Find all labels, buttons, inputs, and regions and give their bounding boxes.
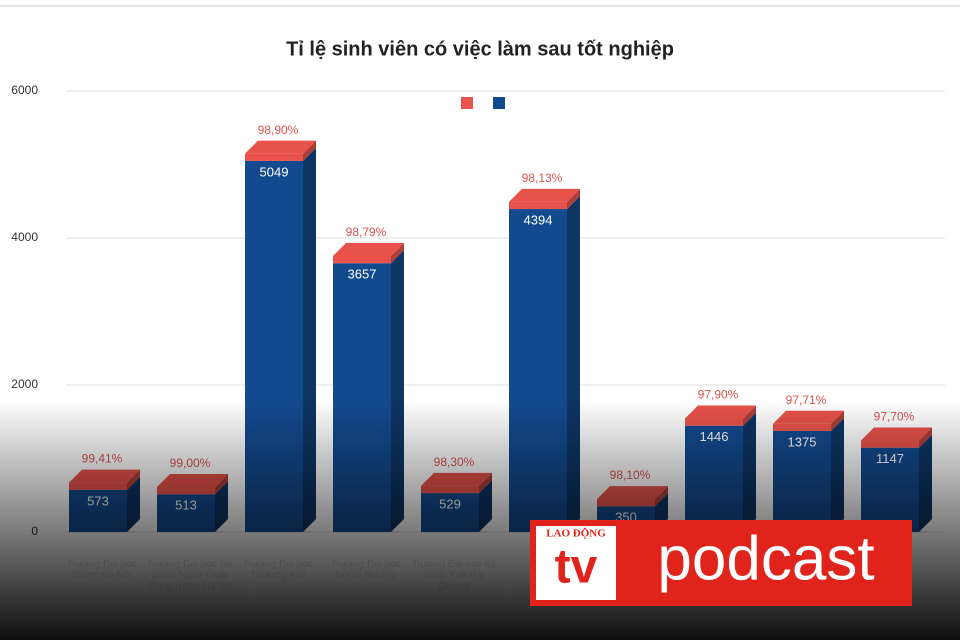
value-label: 98,90% [258, 123, 299, 137]
bar-side [567, 188, 580, 210]
value-label: 4394 [524, 212, 553, 227]
bar-top [509, 188, 580, 202]
value-label: 98,79% [346, 225, 387, 239]
bar-side [303, 140, 316, 161]
podcast-logo: LAO ĐỘNG tv podcast [530, 520, 912, 606]
logo-brand: LAO ĐỘNG [546, 527, 606, 540]
bar [245, 153, 303, 161]
bar [509, 201, 567, 210]
logo-box [536, 526, 616, 600]
bar [333, 255, 391, 264]
legend-swatch [461, 97, 473, 109]
y-tick-label: 2000 [11, 377, 38, 391]
legend-swatch [493, 97, 505, 109]
value-label: 3657 [348, 267, 377, 282]
y-tick-label: 4000 [11, 230, 38, 244]
value-label: 98,13% [522, 171, 563, 185]
chart-title: Tỉ lệ sinh viên có việc làm sau tốt nghi… [286, 38, 674, 60]
logo-show: podcast [657, 524, 874, 593]
y-tick-label: 6000 [11, 83, 38, 97]
value-label: 97,90% [698, 388, 739, 402]
bar-top [333, 242, 404, 256]
logo-channel: tv [555, 541, 598, 594]
value-label: 5049 [260, 164, 289, 179]
bar-top [245, 140, 316, 154]
bar-side [391, 242, 404, 264]
